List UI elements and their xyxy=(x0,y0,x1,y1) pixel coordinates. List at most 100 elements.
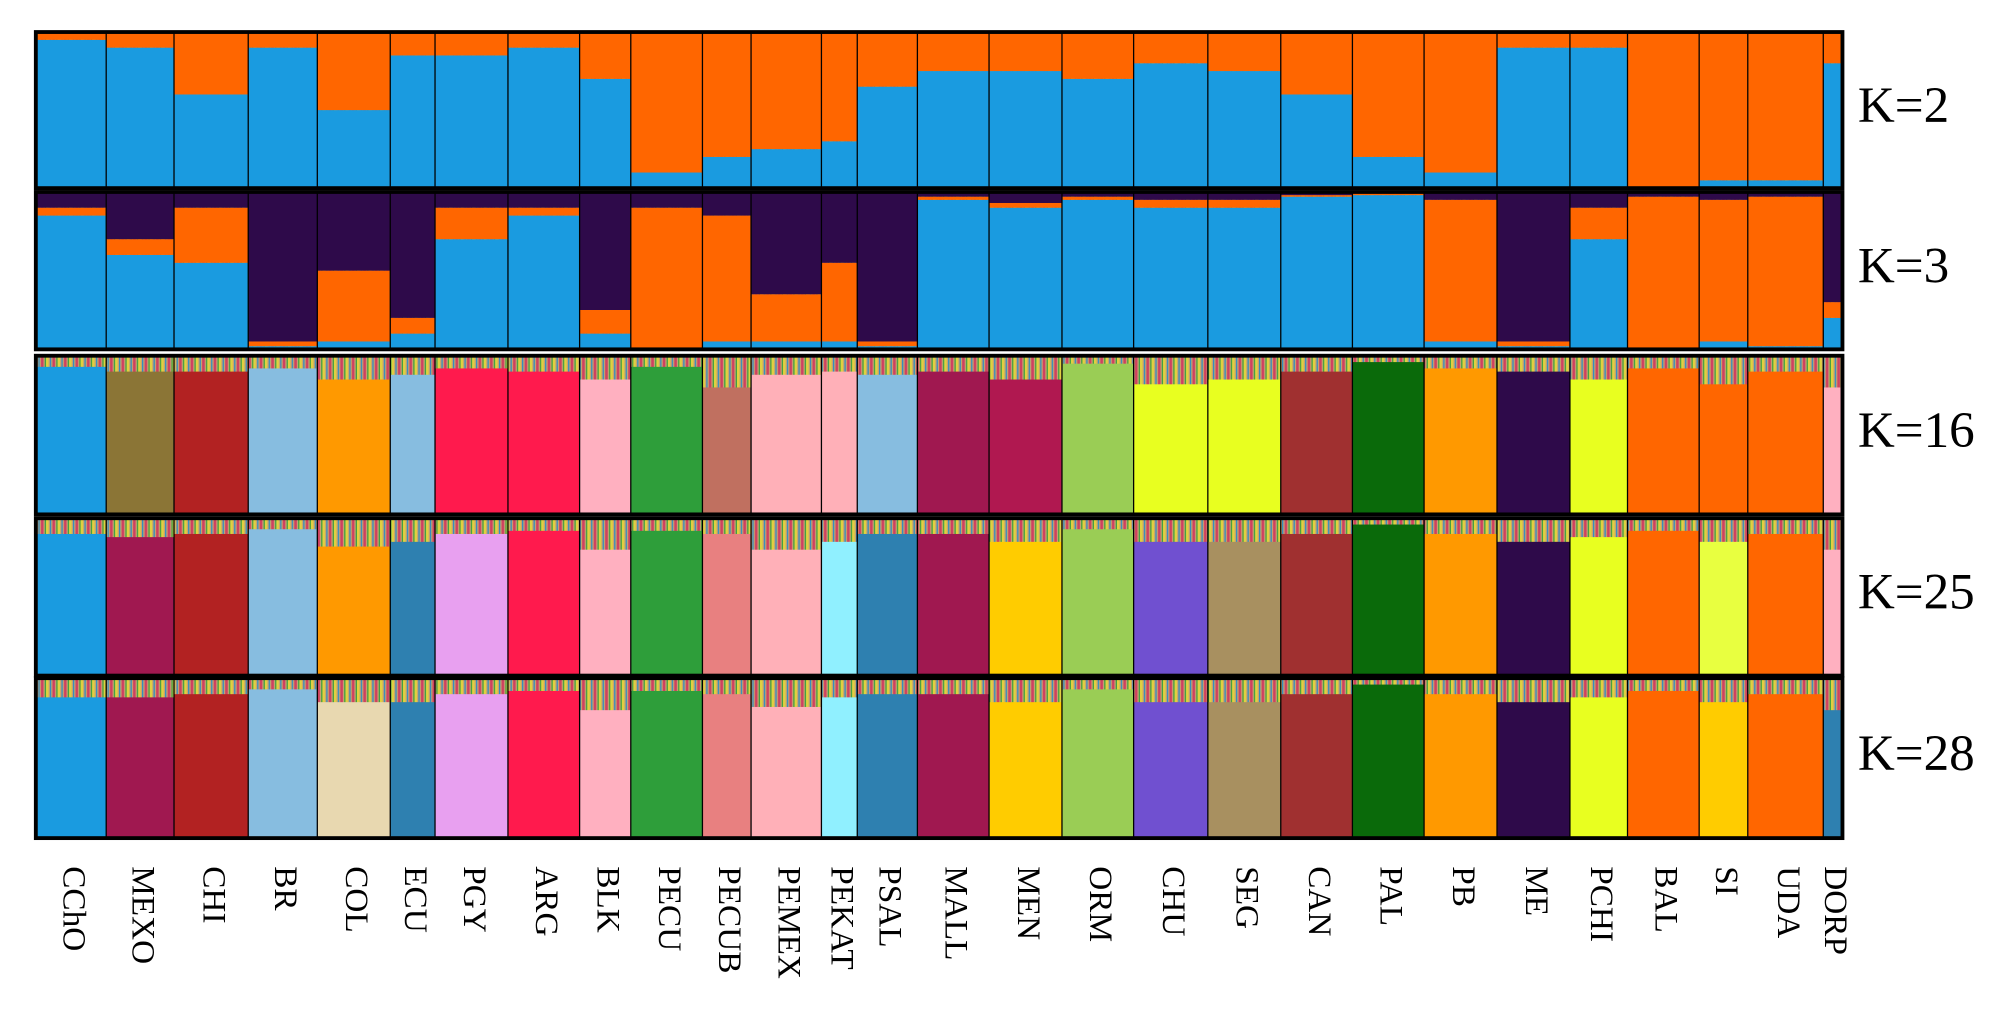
admixture-segment xyxy=(248,341,318,347)
admixture-segment xyxy=(989,207,1062,350)
admixture-segment xyxy=(1061,78,1134,189)
admixture-segment xyxy=(1627,690,1700,839)
admixture-segment xyxy=(390,702,436,839)
admixture-segment xyxy=(1133,207,1208,350)
admixture-segment xyxy=(917,199,990,350)
admixture-segment xyxy=(751,191,822,295)
admixture-segment xyxy=(1424,341,1497,350)
admixture-segment xyxy=(1747,533,1824,676)
admixture-segment xyxy=(1497,702,1570,839)
admixture-segment xyxy=(989,541,1062,676)
admixture-segment xyxy=(106,32,175,48)
admixture-segment xyxy=(1497,371,1570,515)
admixture-segment xyxy=(507,530,580,676)
admixture-segment xyxy=(248,32,318,48)
admixture-segment xyxy=(35,32,107,40)
admixture-segment xyxy=(1424,32,1497,173)
admixture-segment xyxy=(390,191,436,318)
admixture-segment xyxy=(1569,47,1628,189)
admixture-segment xyxy=(435,239,508,350)
population-label: PAL xyxy=(1373,866,1410,926)
admixture-segment xyxy=(35,533,107,676)
admixture-segment xyxy=(1699,191,1748,200)
admixture-segment xyxy=(821,262,858,342)
admixture-segment xyxy=(317,702,391,839)
admixture-segment xyxy=(857,32,918,87)
admixture-segment xyxy=(702,341,752,350)
admixture-segment xyxy=(317,270,391,342)
admixture-segment xyxy=(857,694,918,839)
admixture-segment xyxy=(1352,684,1425,839)
admixture-segment xyxy=(1747,371,1824,515)
admixture-segment xyxy=(507,371,580,515)
population-label: BR xyxy=(267,866,304,911)
admixture-segment xyxy=(1497,191,1570,342)
admixture-segment xyxy=(821,191,858,263)
admixture-segment xyxy=(1569,191,1628,208)
admixture-segment xyxy=(1061,529,1134,676)
k-label: K=28 xyxy=(1858,725,1975,782)
admixture-segment xyxy=(857,374,918,515)
admixture-segment xyxy=(1133,63,1208,189)
population-label: PGY xyxy=(456,866,493,933)
admixture-segment xyxy=(35,215,107,350)
admixture-segment xyxy=(1424,191,1497,200)
admixture-segment xyxy=(507,690,580,839)
admixture-segment xyxy=(390,32,436,56)
admixture-segment xyxy=(1627,32,1700,189)
admixture-segment xyxy=(1061,689,1134,839)
admixture-segment xyxy=(1133,199,1208,208)
admixture-segment xyxy=(1627,196,1700,350)
admixture-segment xyxy=(390,333,436,350)
admixture-segment xyxy=(1747,196,1824,347)
admixture-segment xyxy=(507,215,580,350)
admixture-segment xyxy=(579,710,631,839)
admixture-segment xyxy=(1823,710,1843,839)
admixture-segment xyxy=(507,47,580,189)
admixture-segment xyxy=(857,86,918,189)
admixture-segment xyxy=(390,55,436,189)
admixture-segment xyxy=(702,387,752,515)
admixture-segment xyxy=(1061,32,1134,79)
admixture-segment xyxy=(702,533,752,676)
admixture-segment xyxy=(106,697,175,839)
admixture-segment xyxy=(35,366,107,515)
population-label: CAN xyxy=(1301,866,1338,936)
admixture-segment xyxy=(1569,207,1628,240)
admixture-segment xyxy=(35,697,107,839)
admixture-segment xyxy=(1627,191,1700,197)
population-label: PECUB xyxy=(711,866,748,973)
admixture-segment xyxy=(1699,541,1748,676)
admixture-segment xyxy=(1497,32,1570,48)
admixture-segment xyxy=(630,32,703,173)
admixture-segment xyxy=(1207,191,1281,200)
population-label: MALL xyxy=(938,866,975,960)
population-label: PCHI xyxy=(1583,866,1620,942)
population-label: UDA xyxy=(1770,866,1807,938)
admixture-segment xyxy=(435,191,508,208)
admixture-segment xyxy=(821,141,858,189)
admixture-segment xyxy=(1280,196,1353,350)
admixture-segment xyxy=(317,32,391,111)
admixture-segment xyxy=(35,191,107,208)
admixture-segment xyxy=(1569,697,1628,839)
admixture-segment xyxy=(989,32,1062,72)
admixture-segment xyxy=(630,207,703,350)
admixture-segment xyxy=(1497,341,1570,347)
admixture-segment xyxy=(821,541,858,676)
admixture-segment xyxy=(702,215,752,342)
population-label: PSAL xyxy=(872,866,909,947)
admixture-segment xyxy=(1823,317,1843,350)
k-label: K=3 xyxy=(1858,237,1949,294)
admixture-segment xyxy=(1699,341,1748,350)
admixture-segment xyxy=(989,702,1062,839)
admixture-segment xyxy=(174,191,249,208)
panel-border xyxy=(33,676,1845,841)
admixture-segment xyxy=(507,207,580,216)
admixture-segment xyxy=(1352,195,1425,350)
population-label: SI xyxy=(1708,866,1745,896)
admixture-segment xyxy=(1061,196,1134,200)
population-label: PEKAT xyxy=(824,866,861,969)
admixture-segment xyxy=(248,368,318,515)
admixture-segment xyxy=(1352,156,1425,189)
